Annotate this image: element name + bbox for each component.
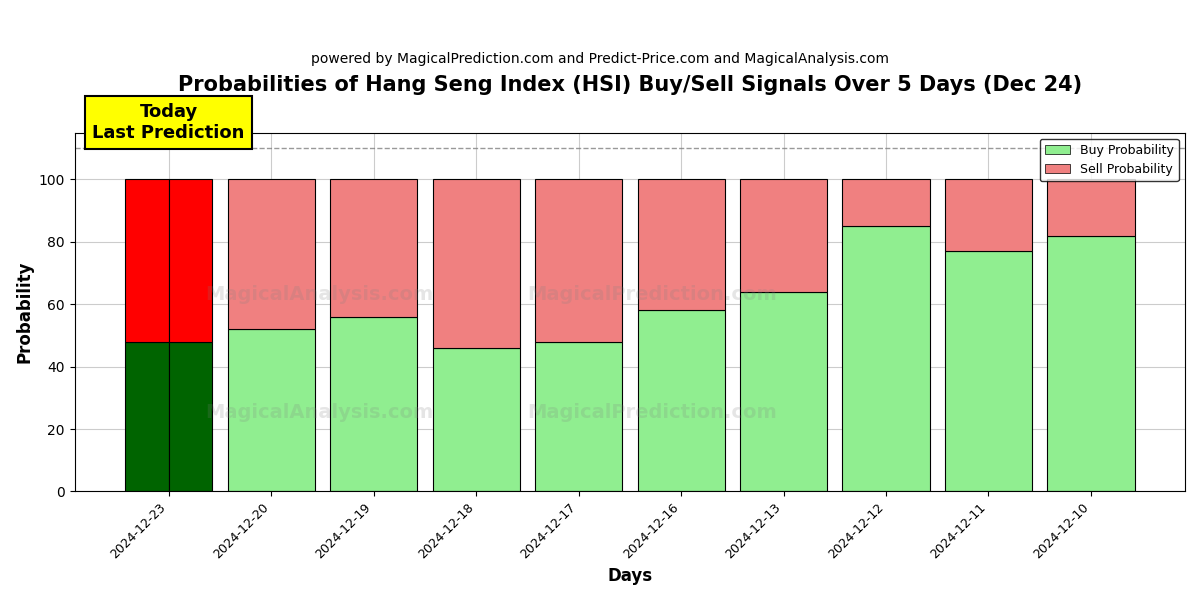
- Text: MagicalAnalysis.com: MagicalAnalysis.com: [205, 284, 433, 304]
- Text: MagicalPrediction.com: MagicalPrediction.com: [527, 403, 776, 422]
- Bar: [842, 226, 930, 491]
- Bar: [535, 179, 622, 341]
- Bar: [228, 329, 314, 491]
- Bar: [125, 341, 169, 491]
- Bar: [740, 179, 827, 292]
- Bar: [637, 179, 725, 310]
- Y-axis label: Probability: Probability: [16, 261, 34, 364]
- Bar: [125, 179, 169, 341]
- Text: powered by MagicalPrediction.com and Predict-Price.com and MagicalAnalysis.com: powered by MagicalPrediction.com and Pre…: [311, 52, 889, 66]
- Title: Probabilities of Hang Seng Index (HSI) Buy/Sell Signals Over 5 Days (Dec 24): Probabilities of Hang Seng Index (HSI) B…: [178, 75, 1082, 95]
- Legend: Buy Probability, Sell Probability: Buy Probability, Sell Probability: [1040, 139, 1178, 181]
- Bar: [169, 341, 212, 491]
- Bar: [330, 317, 418, 491]
- Bar: [842, 179, 930, 226]
- X-axis label: Days: Days: [607, 567, 653, 585]
- Bar: [944, 251, 1032, 491]
- Text: MagicalPrediction.com: MagicalPrediction.com: [527, 284, 776, 304]
- Bar: [637, 310, 725, 491]
- Text: Today
Last Prediction: Today Last Prediction: [92, 103, 245, 142]
- Bar: [1048, 236, 1134, 491]
- Bar: [432, 348, 520, 491]
- Bar: [330, 179, 418, 317]
- Text: MagicalAnalysis.com: MagicalAnalysis.com: [205, 403, 433, 422]
- Bar: [535, 341, 622, 491]
- Bar: [1048, 179, 1134, 236]
- Bar: [169, 179, 212, 341]
- Bar: [432, 179, 520, 348]
- Bar: [228, 179, 314, 329]
- Bar: [944, 179, 1032, 251]
- Bar: [740, 292, 827, 491]
